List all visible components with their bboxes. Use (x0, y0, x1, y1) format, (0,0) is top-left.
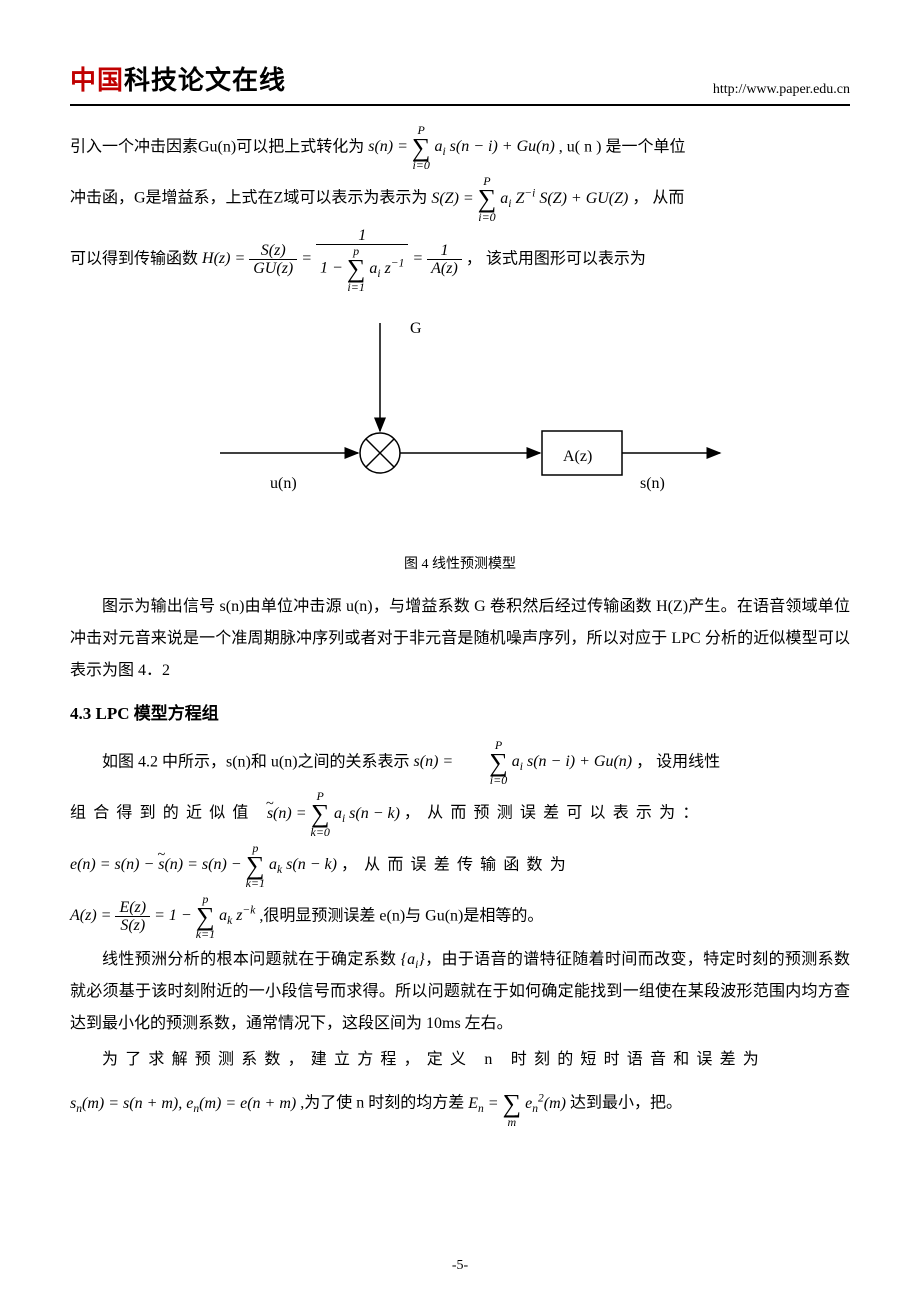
equation-5: s(n) = P ∑ i=0 ai s(n − i) + Gu(n) (414, 753, 637, 770)
eq-lhs: H(z) = (202, 250, 249, 267)
body: 引入一个冲击因素Gu(n)可以把上式转化为 s(n) = P ∑ i=0 ai … (70, 124, 850, 1128)
fraction: 1 A(z) (427, 242, 462, 278)
text: ， 从而 (632, 190, 684, 207)
paragraph-9: 线性预洲分析的根本问题就在于确定系数 {ai}，由于语音的谱特征随着时间而改变，… (70, 944, 850, 1040)
page: 中国科技论文在线 http://www.paper.edu.cn 引入一个冲击因… (0, 0, 920, 1302)
paragraph-5: 如图 4.2 中所示，s(n)和 u(n)之间的关系表示 s(n) = P ∑ … (70, 739, 850, 786)
eq-term: ai Z−i S(Z) + GU(Z) (500, 190, 628, 207)
sum-icon: p ∑ k=1 (196, 893, 215, 940)
paragraph-3: 可以得到传输函数 H(z) = S(z) GU(z) = 1 1 − p ∑ (70, 227, 850, 293)
label-sn: s(n) (640, 468, 665, 500)
eq-lhs: s(n) = (368, 138, 412, 155)
logo-black: 科技论文在线 (124, 65, 286, 95)
text: 可以得到传输函数 (70, 250, 202, 267)
page-number: -5- (0, 1258, 920, 1274)
fraction: E(z) S(z) (115, 899, 150, 935)
equation-8: A(z) = E(z) S(z) = 1 − p ∑ k=1 ak z−k (70, 907, 259, 924)
text: 线性预洲分析的根本问题就在于确定系数 (102, 951, 401, 968)
fraction: S(z) GU(z) (249, 242, 297, 278)
logo-red: 中国 (70, 65, 124, 95)
header-url: http://www.paper.edu.cn (713, 82, 850, 98)
diagram-svg (180, 313, 740, 533)
label-Az: A(z) (563, 441, 592, 473)
text: ，从而误差传输函数为 (341, 856, 573, 873)
text: 引入一个冲击因素Gu(n)可以把上式转化为 (70, 138, 368, 155)
equation-6: s(n) = P ∑ k=0 ai s(n − k) (267, 805, 404, 822)
text: ，从而预测误差可以表示为： (404, 805, 706, 822)
sum-icon: P ∑ k=0 (311, 790, 330, 837)
figure-caption: 图 4 线性预测模型 (70, 551, 850, 579)
set-ai: {ai} (401, 951, 425, 968)
paragraph-8: A(z) = E(z) S(z) = 1 − p ∑ k=1 ak z−k ,很… (70, 893, 850, 940)
text: 为了求解预测系数，建立方程，定义 n 时刻的短时语音和误差为 (102, 1051, 766, 1068)
text: ， 该式用图形可以表示为 (466, 250, 646, 267)
fraction: 1 1 − p ∑ i=1 ai z−1 (316, 227, 408, 293)
eq-lhs: S(Z) = (431, 190, 477, 207)
text: 达到最小，把。 (570, 1095, 682, 1112)
equation-7: e(n) = s(n) − s(n) = s(n) − p ∑ k=1 ak s… (70, 856, 341, 873)
paragraph-7: e(n) = s(n) − s(n) = s(n) − p ∑ k=1 ak s… (70, 842, 850, 889)
label-G: G (410, 313, 422, 345)
page-header: 中国科技论文在线 http://www.paper.edu.cn (70, 60, 850, 106)
sum-icon: P ∑ i=0 (478, 175, 497, 222)
text: ,很明显预测误差 e(n)与 Gu(n)是相等的。 (259, 907, 543, 924)
sum-icon: p ∑ i=1 (347, 245, 366, 292)
equation-1: s(n) = P ∑ i=0 ai s(n − i) + Gu(n) (368, 138, 559, 155)
paragraph-4: 图示为输出信号 s(n)由单位冲击源 u(n)，与增益系数 G 卷积然后经过传输… (70, 591, 850, 687)
label-un: u(n) (270, 468, 297, 500)
eq-term: ai s(n − i) + Gu(n) (434, 138, 554, 155)
sum-icon: ∑ m (503, 1080, 522, 1127)
sum-icon: P ∑ i=0 (412, 124, 431, 171)
text: , u( n ) 是一个单位 (559, 138, 686, 155)
text: ， 设用线性 (636, 753, 720, 770)
text: 冲击函，G是增益系，上式在Z域可以表示为表示为 (70, 190, 431, 207)
equation-10a: sn(m) = s(n + m), en(m) = e(n + m) (70, 1095, 296, 1112)
sum-icon: p ∑ k=1 (246, 842, 265, 889)
figure-diagram: G u(n) A(z) s(n) (180, 313, 740, 533)
text: 组合得到的近似值 (70, 805, 267, 822)
equation-10b: En = ∑ m en2(m) (468, 1095, 570, 1112)
paragraph-10a: 为了求解预测系数，建立方程，定义 n 时刻的短时语音和误差为 (70, 1044, 850, 1076)
equation-2: S(Z) = P ∑ i=0 ai Z−i S(Z) + GU(Z) (431, 190, 632, 207)
sum-icon: P ∑ i=0 (457, 739, 508, 786)
paragraph-6: 组合得到的近似值 s(n) = P ∑ k=0 ai s(n − k) ，从而预… (70, 790, 850, 837)
text: ,为了使 n 时刻的均方差 (300, 1095, 468, 1112)
paragraph-10b: sn(m) = s(n + m), en(m) = e(n + m) ,为了使 … (70, 1080, 850, 1127)
equation-3: H(z) = S(z) GU(z) = 1 1 − p ∑ i=1 (202, 250, 466, 267)
text: 如图 4.2 中所示，s(n)和 u(n)之间的关系表示 (102, 753, 414, 770)
site-logo: 中国科技论文在线 (70, 60, 286, 97)
paragraph-2: 冲击函，G是增益系，上式在Z域可以表示为表示为 S(Z) = P ∑ i=0 a… (70, 175, 850, 222)
paragraph-1: 引入一个冲击因素Gu(n)可以把上式转化为 s(n) = P ∑ i=0 ai … (70, 124, 850, 171)
section-heading: 4.3 LPC 模型方程组 (70, 697, 850, 731)
